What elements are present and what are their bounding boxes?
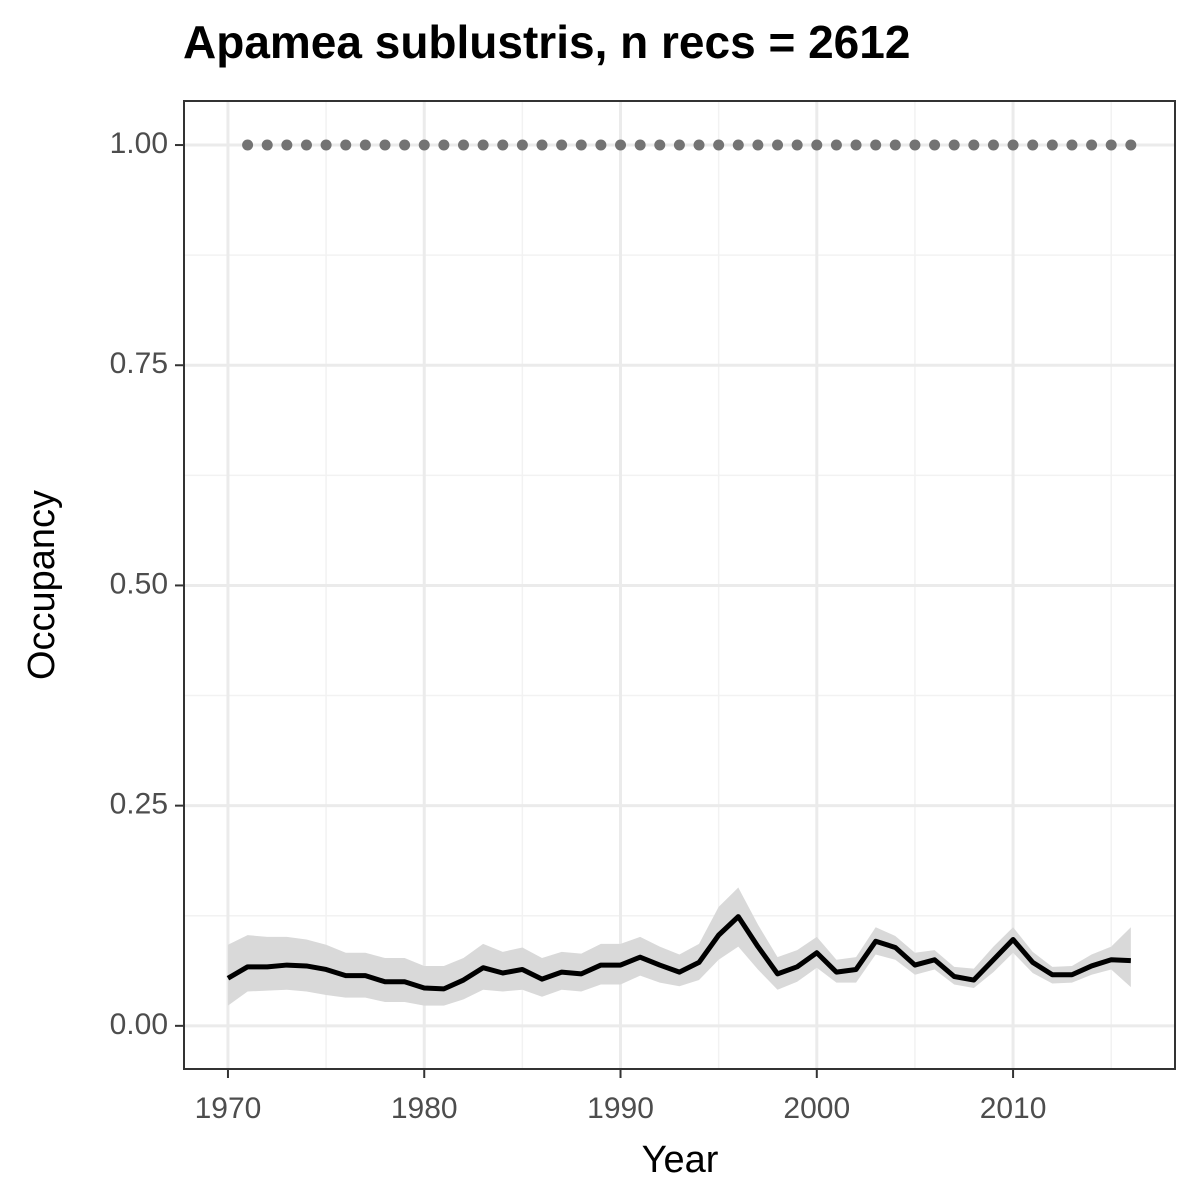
point	[772, 139, 784, 151]
chart-title: Apamea sublustris, n recs = 2612	[183, 16, 910, 68]
point	[340, 139, 352, 151]
point	[870, 139, 882, 151]
x-tick-label: 2000	[783, 1092, 850, 1125]
point	[654, 139, 666, 151]
x-tick-label: 1990	[587, 1092, 654, 1125]
panel-border	[183, 100, 1176, 1070]
point	[536, 139, 548, 151]
point	[1046, 139, 1058, 151]
point	[909, 139, 921, 151]
point	[281, 139, 293, 151]
point	[320, 139, 332, 151]
point	[811, 139, 823, 151]
point	[438, 139, 450, 151]
y-tick-label: 0.75	[110, 347, 168, 380]
point	[516, 139, 528, 151]
line	[226, 914, 1131, 992]
y-tick-label: 0.50	[110, 567, 168, 600]
point	[300, 139, 312, 151]
point	[889, 139, 901, 151]
point	[987, 139, 999, 151]
point	[1027, 139, 1039, 151]
point	[497, 139, 509, 151]
point	[929, 139, 941, 151]
y-axis-title: Occupancy	[21, 490, 63, 680]
y-tick-label: 0.25	[110, 788, 168, 821]
point	[791, 139, 803, 151]
x-tick-label: 1980	[391, 1092, 458, 1125]
point	[575, 139, 587, 151]
point	[1007, 139, 1019, 151]
y-tick-label: 1.00	[110, 127, 168, 160]
point	[556, 139, 568, 151]
y-tick-label: 0.00	[110, 1008, 168, 1041]
x-tick-label: 2010	[980, 1092, 1047, 1125]
point	[261, 139, 273, 151]
point	[713, 139, 725, 151]
point	[673, 139, 685, 151]
point	[1125, 139, 1137, 151]
point	[418, 139, 430, 151]
x-tick-label: 1970	[195, 1092, 262, 1125]
point	[595, 139, 607, 151]
point	[948, 139, 960, 151]
point	[399, 139, 411, 151]
point	[732, 139, 744, 151]
point	[477, 139, 489, 151]
point	[615, 139, 627, 151]
point	[457, 139, 469, 151]
point	[850, 139, 862, 151]
point	[752, 139, 764, 151]
point	[1086, 139, 1098, 151]
point	[242, 139, 254, 151]
x-axis-title: Year	[642, 1139, 719, 1181]
point	[968, 139, 980, 151]
point	[830, 139, 842, 151]
point	[359, 139, 371, 151]
point	[693, 139, 705, 151]
confidence-band	[227, 887, 1131, 1006]
point	[1066, 139, 1078, 151]
point	[634, 139, 646, 151]
point	[379, 139, 391, 151]
point	[1105, 139, 1117, 151]
